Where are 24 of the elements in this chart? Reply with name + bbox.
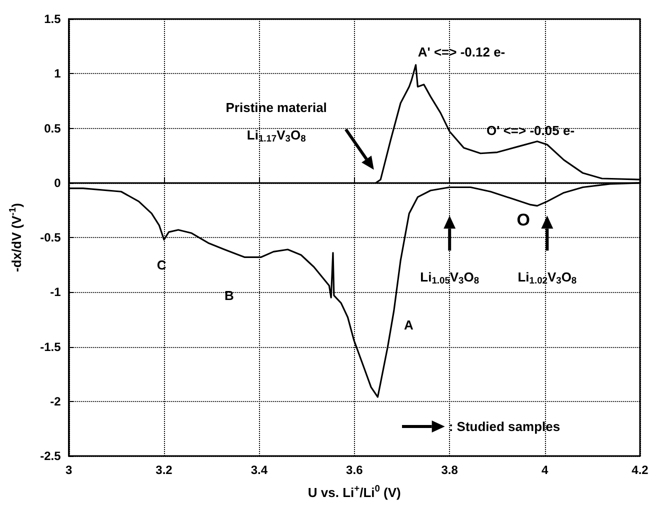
y-tick-label: -1.5 xyxy=(40,340,62,354)
y-tick-label: -0.5 xyxy=(40,230,62,244)
annotation: A xyxy=(404,317,414,332)
y-tick-label: -2 xyxy=(50,394,62,408)
y-axis-title: -dx/dV (V-1) xyxy=(8,203,24,272)
y-tick-label: -1 xyxy=(50,285,62,300)
y-tick-label: -2.5 xyxy=(40,449,62,463)
annotation: : Studied samples xyxy=(448,419,560,434)
annotation: O xyxy=(516,210,530,230)
x-tick-label: 4 xyxy=(541,463,548,477)
annotation: O' <=> -0.05 e- xyxy=(486,122,575,138)
y-tick-label: 0 xyxy=(54,176,62,190)
x-tick-label: 4.2 xyxy=(632,463,649,477)
x-tick-label: 3.6 xyxy=(346,463,364,477)
y-tick-label: 1 xyxy=(54,66,62,81)
annotation: B xyxy=(224,288,234,303)
x-tick-label: 3.8 xyxy=(441,463,458,477)
annotation: A' <=> -0.12 e- xyxy=(418,44,506,60)
annotation: Pristine material xyxy=(226,100,327,115)
x-tick-label: 3 xyxy=(65,463,72,477)
x-tick-label: 3.4 xyxy=(250,463,268,477)
x-tick-label: 3.2 xyxy=(156,463,173,477)
y-tick-label: 0.5 xyxy=(44,121,62,136)
y-tick-label: 1.5 xyxy=(44,12,62,26)
